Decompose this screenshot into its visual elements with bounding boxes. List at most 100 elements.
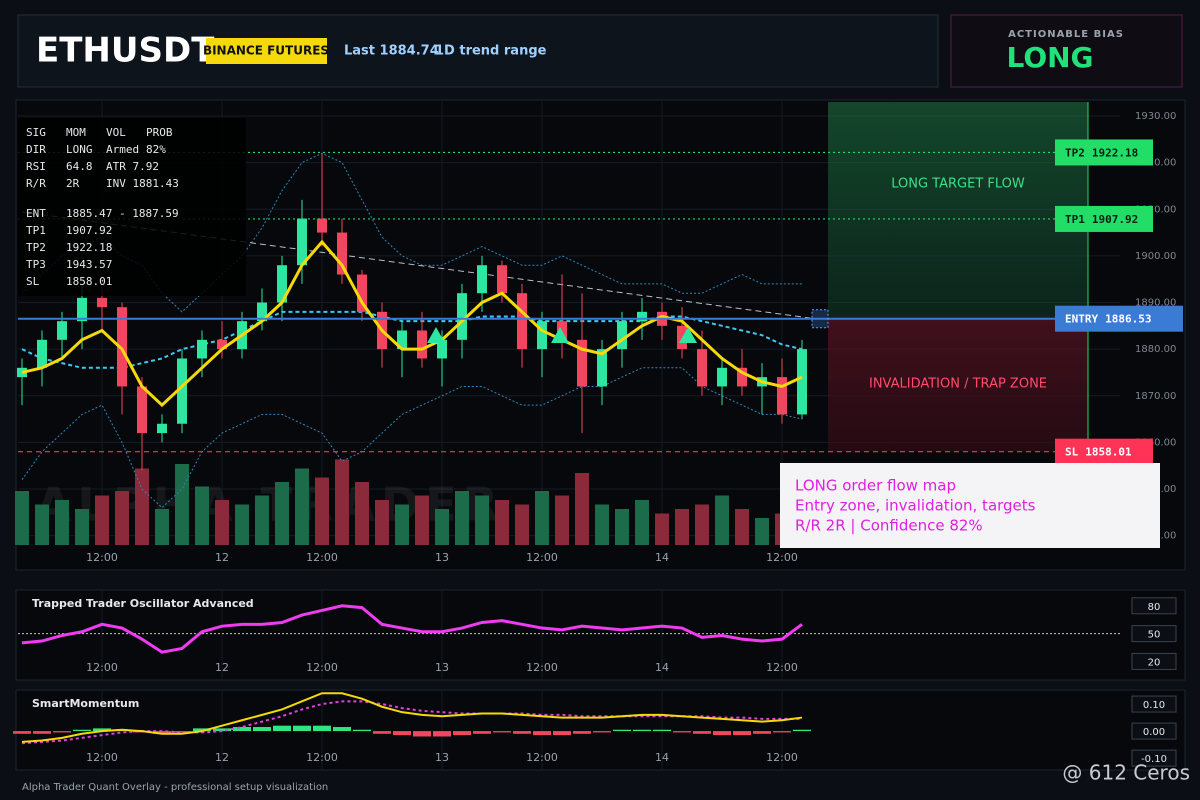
momentum-pane: [15, 689, 1186, 771]
stats-cell: 1858.01: [66, 275, 112, 288]
volume-bar: [115, 491, 129, 545]
level-label: ENTRY 1886.53: [1065, 313, 1151, 326]
target-zone: [828, 102, 1088, 319]
x-tick-label: 12:00: [766, 751, 798, 764]
histogram-bar: [413, 731, 431, 737]
candle-body: [37, 339, 47, 368]
stats-cell: MOM: [66, 126, 86, 139]
candle-body: [57, 321, 67, 340]
histogram-bar: [293, 725, 311, 732]
y-tick-label: 1910.00: [1135, 204, 1176, 215]
volume-bar: [515, 504, 529, 545]
volume-bar: [555, 495, 569, 545]
candle-body: [697, 349, 707, 387]
y-tick-box: [1131, 597, 1177, 615]
x-tick-label: 12:00: [306, 751, 338, 764]
candle-body: [517, 293, 527, 350]
y-tick-box: [1131, 749, 1177, 767]
candle-body: [157, 423, 167, 434]
level-tag: [1055, 205, 1153, 232]
y-tick-label: 1900.00: [1135, 251, 1176, 262]
histogram-bar: [433, 731, 451, 737]
invalidation-zone: [828, 318, 1088, 452]
x-tick-label: 12:00: [86, 551, 118, 564]
signal-marker: [427, 327, 445, 343]
candle-body: [397, 330, 407, 350]
volume-bar: [55, 500, 69, 545]
price-chart: 1930.00 1920.00 1910.00 1900.00 1890.00 1880.…: [15, 102, 1183, 564]
lower-band: [21, 367, 803, 509]
stats-cell: PROB: [146, 126, 173, 139]
y-tick-label: 1880.00: [1135, 344, 1176, 355]
y-tick-label: 20: [1148, 657, 1161, 668]
volume-bar: [595, 504, 609, 545]
y-tick-label: 1890.00: [1135, 298, 1176, 309]
level-name: ENTRY: [1065, 313, 1098, 326]
candle-body: [597, 349, 607, 387]
x-tick-label: 12:00: [306, 551, 338, 564]
volume-bar: [155, 509, 169, 545]
oscillator-chart: 12:00 12 12:00 13 12:00 14 12:00 80 50 20 Trapped …: [18, 590, 1177, 680]
histogram-bar: [573, 731, 591, 734]
y-tick-box: [1131, 722, 1177, 740]
x-tick-label: 12:00: [86, 751, 118, 764]
zone-label: LONG TARGET FLOW: [891, 177, 1025, 192]
histogram-bar: [53, 731, 71, 733]
histogram-bar: [173, 731, 191, 733]
stats-cell: TP2: [26, 241, 46, 254]
stats-cell: 1907.92: [66, 224, 112, 237]
signal-marker: [551, 327, 569, 343]
candle-body: [417, 330, 427, 359]
bias-panel: [950, 14, 1183, 88]
y-tick-label: 1870.00: [1135, 391, 1176, 402]
histogram-bar: [73, 729, 91, 732]
level-value: 1907.92: [1092, 213, 1138, 226]
volume-bar: [715, 495, 729, 545]
volume-bar: [475, 495, 489, 545]
level-name: TP1: [1065, 213, 1085, 226]
stats-cell: DIR: [26, 143, 46, 156]
stats-cell: ENT: [26, 207, 46, 220]
x-tick-label: 12:00: [766, 661, 798, 674]
stats-cell: 1943.57: [66, 258, 112, 271]
volume-bar: [15, 491, 29, 545]
candle-body: [117, 307, 127, 387]
histogram-bar: [673, 731, 691, 733]
candle-body: [637, 311, 647, 322]
histogram-bar: [693, 731, 711, 734]
candle-body: [317, 218, 327, 233]
histogram-bar: [233, 727, 251, 732]
x-tick-label: 12:00: [86, 661, 118, 674]
candle-body: [557, 321, 567, 340]
candle-body: [497, 265, 507, 294]
x-tick-label: 12:00: [306, 661, 338, 674]
histogram-bar: [633, 729, 651, 732]
histogram-bar: [613, 729, 631, 732]
stats-background: [18, 118, 246, 296]
y-tick-label: 0.10: [1143, 700, 1165, 711]
histogram-bar: [713, 731, 731, 736]
pane-title: Trapped Trader Oscillator Advanced: [32, 597, 254, 610]
candle-body: [217, 339, 227, 350]
y-tick-box: [1131, 652, 1177, 670]
y-tick-label: 80: [1148, 602, 1161, 613]
histogram-bar: [493, 731, 511, 733]
histogram-bar: [313, 725, 331, 732]
candle-body: [797, 349, 807, 415]
volume-bar: [415, 495, 429, 545]
histogram-bar: [213, 728, 231, 732]
histogram-bar: [593, 731, 611, 733]
stats-cell: 1922.18: [66, 241, 112, 254]
zone-label: INVALIDATION / TRAP ZONE: [869, 377, 1047, 392]
volume-bar: [635, 500, 649, 545]
y-tick-box: [1131, 625, 1177, 643]
stats-cell: INV 1881.43: [106, 177, 179, 190]
histogram-bar: [93, 728, 111, 732]
candle-body: [777, 377, 787, 415]
stats-cell: 82%: [146, 143, 166, 156]
histogram-bar: [153, 731, 171, 734]
x-tick-label: 12: [215, 661, 229, 674]
candle-body: [617, 321, 627, 350]
